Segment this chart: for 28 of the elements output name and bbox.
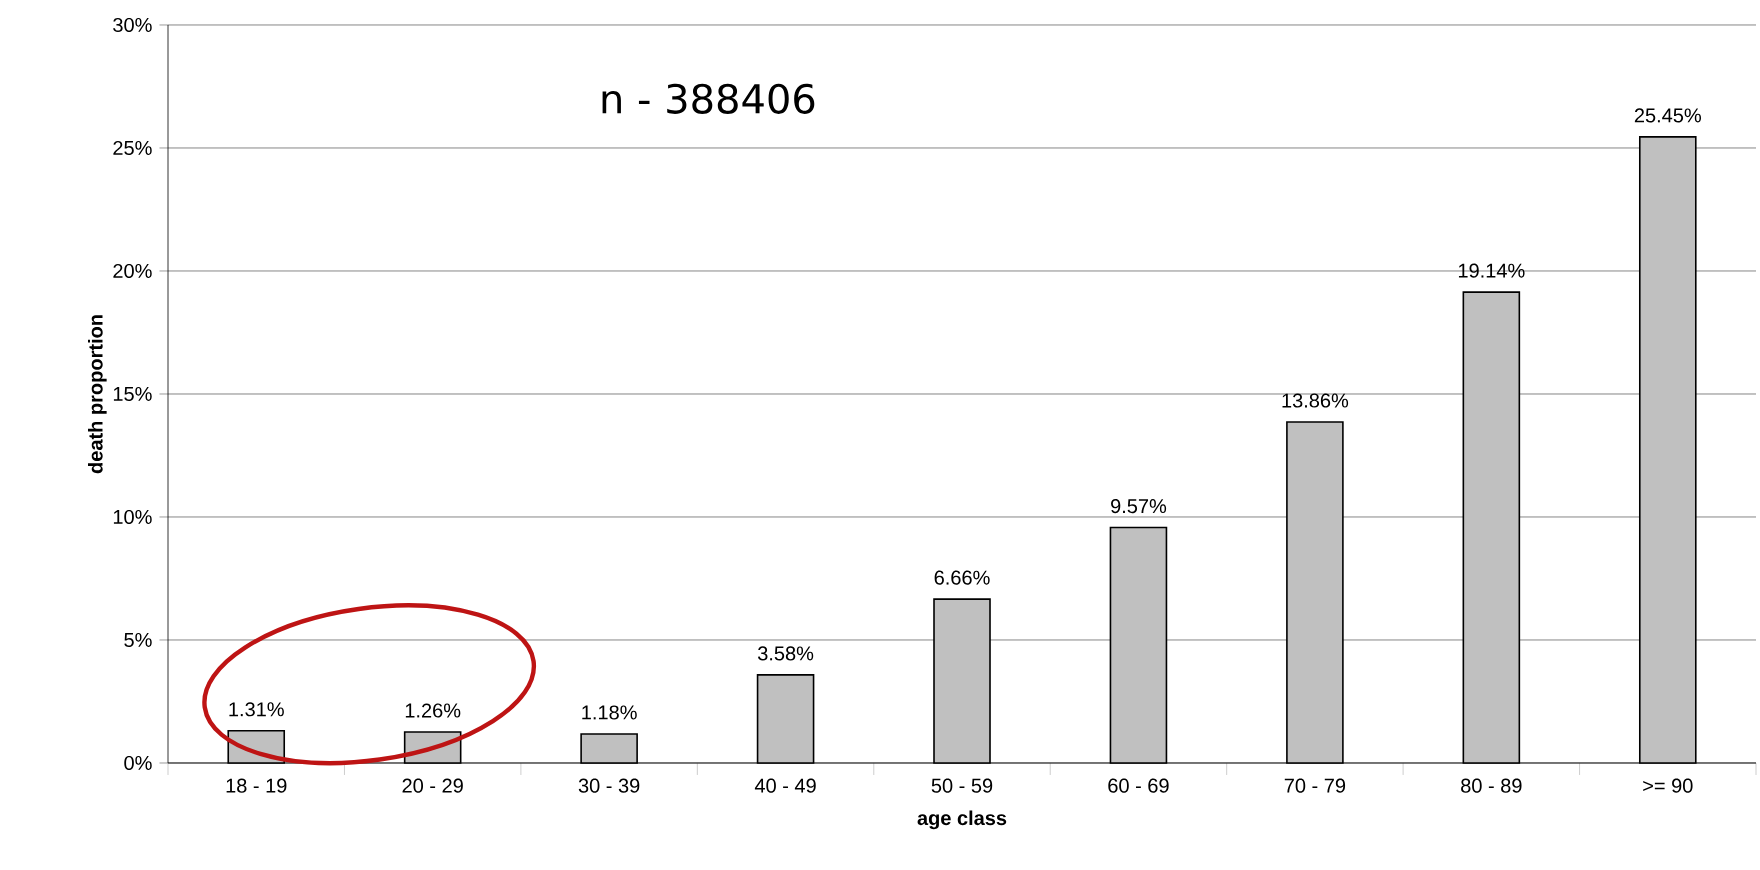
y-tick-label: 15% [113, 386, 152, 402]
y-tick-label: 5% [124, 632, 152, 648]
x-tick-label: 40 - 49 [754, 778, 816, 793]
x-tick-label: 18 - 19 [226, 778, 287, 793]
data-label: 25.45% [1634, 108, 1702, 123]
y-tick-label: 0% [124, 755, 152, 771]
data-label: 1.26% [405, 703, 461, 718]
data-label: 19.14% [1458, 263, 1525, 278]
data-label: 9.57% [1111, 499, 1167, 514]
x-tick-label: 80 - 89 [1461, 778, 1522, 793]
data-label: 6.66% [934, 570, 990, 585]
x-axis-title: age class [917, 810, 1007, 830]
x-tick-label: 50 - 59 [931, 778, 993, 793]
y-tick-label: 10% [113, 509, 152, 525]
y-tick-label: 30% [113, 17, 152, 33]
y-tick-label: 25% [113, 140, 152, 156]
annotation: n - 388406 [602, 83, 815, 114]
x-tick-label: 20 - 29 [402, 778, 463, 793]
x-tick-label: 60 - 69 [1108, 778, 1169, 793]
x-tick-label: 70 - 79 [1284, 778, 1346, 793]
data-label: 1.18% [582, 705, 637, 720]
data-label: 1.31% [229, 702, 284, 717]
x-tick-label: >= 90 [1643, 778, 1693, 793]
data-label: 13.86% [1282, 393, 1349, 408]
x-tick-label: 30 - 39 [578, 778, 640, 793]
y-axis-title: death proportion [88, 315, 107, 474]
y-tick-label: 20% [113, 263, 152, 279]
data-label: 3.58% [757, 646, 814, 661]
